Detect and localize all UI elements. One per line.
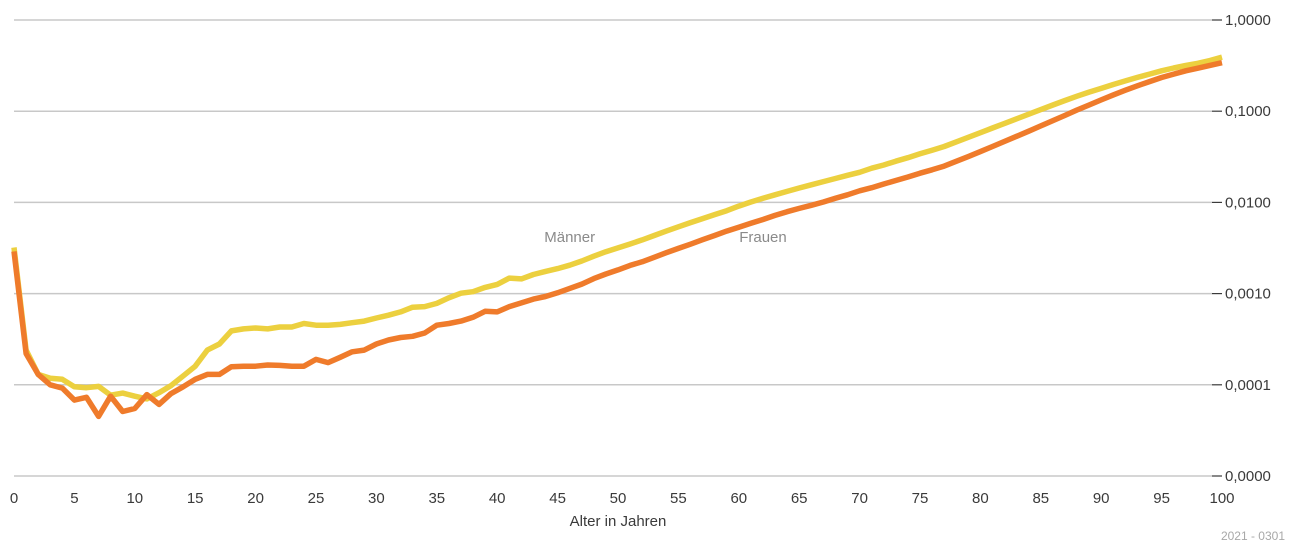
x-tick-label: 60 [730,490,747,507]
y-tick-label: 0,0010 [1225,286,1271,303]
x-tick-label: 95 [1153,490,1170,507]
x-tick-label: 70 [851,490,868,507]
x-tick-label: 85 [1032,490,1049,507]
y-tick-label: 0,0100 [1225,194,1271,211]
x-tick-label: 35 [428,490,445,507]
x-tick-label: 45 [549,490,566,507]
x-axis-title: Alter in Jahren [570,513,667,530]
x-tick-label: 5 [70,490,78,507]
x-tick-label: 40 [489,490,506,507]
y-tick-label: 0,0001 [1225,377,1271,394]
x-tick-label: 20 [247,490,264,507]
x-tick-label: 90 [1093,490,1110,507]
series-label-frauen: Frauen [739,229,787,246]
x-tick-label: 25 [308,490,325,507]
x-tick-label: 65 [791,490,808,507]
y-tick-label: 1,0000 [1225,12,1271,29]
series-label-mnner: Männer [544,229,595,246]
x-tick-label: 75 [912,490,929,507]
x-tick-label: 55 [670,490,687,507]
y-tick-labels: 0,0000 0,0001 0,0010 0,0100 0,1000 1,0000 [1225,12,1271,485]
x-tick-label: 50 [610,490,627,507]
y-tick-label: 0,1000 [1225,103,1271,120]
y-tick-label: 0,0000 [1225,468,1271,485]
x-tick-label: 30 [368,490,385,507]
x-tick-label: 15 [187,490,204,507]
x-tick-label: 100 [1209,490,1234,507]
x-tick-label: 10 [126,490,143,507]
x-tick-label: 0 [10,490,18,507]
x-tick-label: 80 [972,490,989,507]
chart-code: 2021 - 0301 [1221,529,1285,543]
x-tick-labels: 0 5 10 15 20 25 30 35 40 45 50 55 60 65 70 75 80 85 90 95 10… [10,490,1235,507]
series-line-mnner [14,57,1222,399]
